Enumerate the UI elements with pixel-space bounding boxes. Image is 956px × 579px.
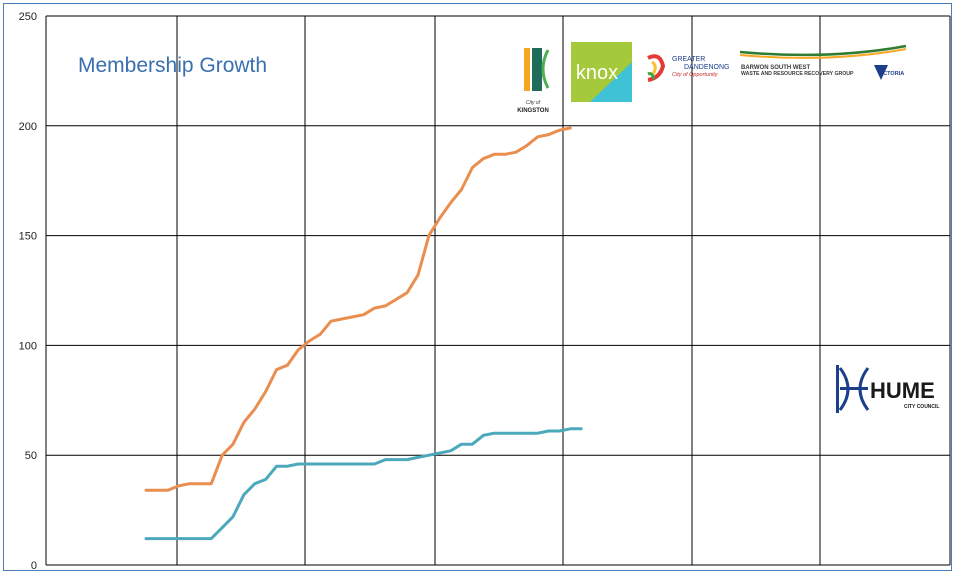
y-tick-label-250: 250 bbox=[19, 11, 37, 23]
y-tick-label-200: 200 bbox=[19, 121, 37, 133]
barwon-logo-line2: WASTE AND RESOURCE RECOVERY GROUP bbox=[741, 71, 854, 77]
dandenong-logo: GREATER DANDENONG City of Opportunity bbox=[647, 54, 730, 82]
y-tick-label-150: 150 bbox=[19, 231, 37, 243]
hume-logo: HUME CITY COUNCIL bbox=[822, 358, 944, 428]
y-tick-label-100: 100 bbox=[19, 340, 37, 352]
series bbox=[144, 126, 583, 541]
series-line-0 bbox=[144, 126, 572, 492]
y-tick-label-0: 0 bbox=[31, 560, 37, 572]
barwon-logo: BARWON SOUTH WEST WASTE AND RESOURCE REC… bbox=[739, 44, 907, 80]
barwon-logo-line1: BARWON SOUTH WEST bbox=[741, 65, 811, 71]
chart-title: Membership Growth bbox=[78, 54, 267, 77]
dandenong-logo-line2: DANDENONG bbox=[684, 64, 730, 71]
dandenong-logo-tagline: City of Opportunity bbox=[672, 72, 719, 78]
hume-logo-name: HUME bbox=[870, 378, 935, 403]
hume-logo-sub: CITY COUNCIL bbox=[904, 404, 939, 410]
barwon-logo-victoria: VICTORIA bbox=[878, 71, 904, 77]
dandenong-logo-line1: GREATER bbox=[672, 56, 705, 63]
knox-logo-text: knox bbox=[576, 62, 618, 84]
grid bbox=[45, 15, 951, 566]
knox-logo: knox bbox=[571, 42, 632, 102]
y-tick-labels: 0 50 100 150 200 250 bbox=[19, 11, 37, 572]
kingston-logo-line1: City of bbox=[526, 100, 541, 106]
y-tick-label-50: 50 bbox=[25, 450, 37, 462]
kingston-logo-line2: KINGSTON bbox=[517, 108, 549, 114]
kingston-logo: City of KINGSTON bbox=[517, 48, 550, 114]
series-line-1 bbox=[144, 427, 583, 541]
